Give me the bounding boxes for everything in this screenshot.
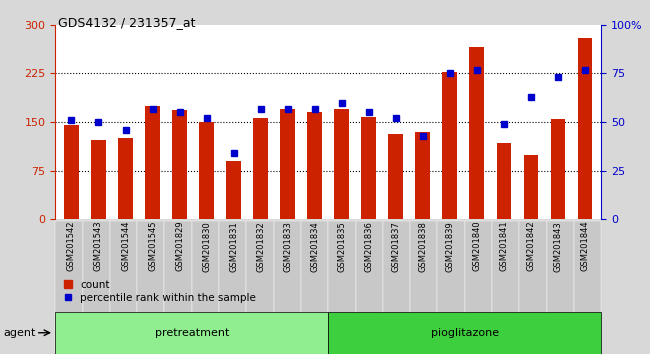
Bar [226, 161, 241, 219]
Text: agent: agent [3, 328, 36, 338]
Bar [280, 109, 295, 219]
Bar [578, 38, 592, 219]
Bar [307, 113, 322, 219]
Bar [172, 110, 187, 219]
Bar [334, 109, 349, 219]
Bar [145, 106, 160, 219]
Legend: count, percentile rank within the sample: count, percentile rank within the sample [64, 280, 256, 303]
Text: GDS4132 / 231357_at: GDS4132 / 231357_at [58, 16, 196, 29]
Bar [361, 117, 376, 219]
Bar [91, 140, 106, 219]
Bar [523, 155, 538, 219]
Text: pioglitazone: pioglitazone [431, 328, 499, 338]
Bar [118, 138, 133, 219]
Bar [551, 119, 566, 219]
Bar [443, 72, 458, 219]
Bar [389, 134, 403, 219]
Bar [254, 118, 268, 219]
Text: pretreatment: pretreatment [155, 328, 229, 338]
Bar [469, 47, 484, 219]
Bar [415, 132, 430, 219]
Bar [199, 122, 214, 219]
Bar [497, 143, 512, 219]
Bar [64, 125, 79, 219]
